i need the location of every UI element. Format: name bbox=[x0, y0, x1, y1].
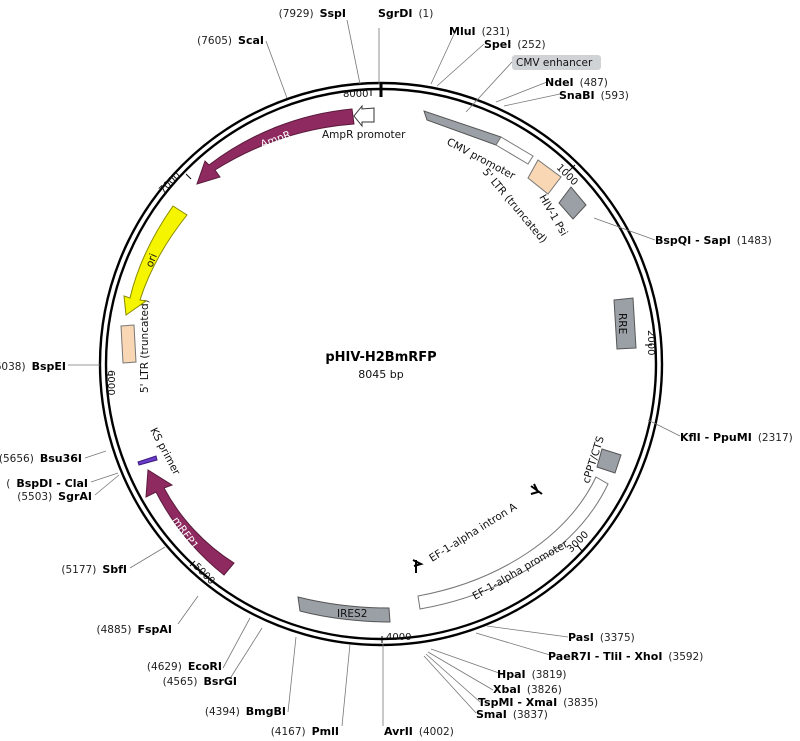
site-bspdi-clai[interactable]: (BspDI - ClaI bbox=[6, 477, 88, 490]
feature-cmv-enhancer[interactable] bbox=[423, 110, 502, 146]
tick-label: 6000 bbox=[105, 370, 116, 395]
site-bspqi-sapi[interactable]: BspQI - SapI (1483) bbox=[655, 234, 772, 247]
site-pasi[interactable]: PasI (3375) bbox=[568, 631, 635, 644]
feature-ks-primer[interactable] bbox=[137, 455, 158, 466]
site-tspmi-xmai[interactable]: TspMI - XmaI (3835) bbox=[478, 696, 598, 709]
feature-cppt-cts[interactable] bbox=[596, 448, 622, 474]
site-sgrai[interactable]: (5503) SgrAI bbox=[17, 490, 92, 503]
center-blank-area bbox=[303, 392, 427, 416]
leader-line bbox=[465, 61, 513, 113]
feature-label-rre: RRE bbox=[616, 313, 628, 334]
feature-label-ks-primer: KS primer bbox=[147, 426, 182, 478]
feature-cmv-promoter[interactable] bbox=[495, 136, 534, 165]
feature-5ltr-truncated-left[interactable] bbox=[120, 324, 137, 364]
tick-label: 7000 bbox=[157, 170, 183, 196]
feature-label-bg-cmv-enhancer bbox=[512, 55, 601, 70]
site-scai[interactable]: (7605) ScaI bbox=[197, 34, 264, 47]
tick-7000: 7000 bbox=[157, 170, 192, 196]
site-sspi[interactable]: (7929) SspI bbox=[279, 7, 346, 20]
site-bmgbi[interactable]: (4394) BmgBI bbox=[205, 705, 286, 718]
feature-label-5ltr-truncated-left: 5' LTR (truncated) bbox=[139, 299, 151, 393]
site-mlui[interactable]: MluI (231) bbox=[449, 25, 510, 38]
site-paer7i-tlii-xhoi[interactable]: PaeR7I - TliI - XhoI (3592) bbox=[548, 650, 703, 663]
site-fspai[interactable]: (4885) FspAI bbox=[97, 623, 172, 636]
site-pmli[interactable]: (4167) PmlI bbox=[271, 725, 339, 738]
feature-label-ef1a-promoter: EF-1-alpha promoter bbox=[471, 538, 571, 603]
site-avrii[interactable]: AvrII (4002) bbox=[384, 725, 454, 738]
feature-label-ef1a-intron-a: EF-1-alpha intron A bbox=[427, 501, 519, 565]
plasmid-name: pHIV-H2BmRFP bbox=[325, 350, 436, 365]
feature-ef1a-intron-a-start[interactable] bbox=[412, 559, 424, 573]
feature-ires2[interactable] bbox=[297, 596, 391, 623]
site-sbfi[interactable]: (5177) SbfI bbox=[61, 563, 127, 576]
feature-ampr[interactable] bbox=[196, 108, 355, 185]
site-bsrgi[interactable]: (4565) BsrGI bbox=[163, 675, 237, 688]
feature-hiv1-psi[interactable] bbox=[558, 186, 587, 220]
tick-label: 4000 bbox=[386, 632, 411, 643]
tick-8000: 8000 bbox=[343, 89, 372, 100]
site-hpai[interactable]: HpaI (3819) bbox=[497, 668, 567, 681]
feature-label-ires2: IRES2 bbox=[337, 608, 367, 620]
feature-label-ori: ori bbox=[144, 252, 160, 269]
feature-rre[interactable] bbox=[613, 297, 637, 350]
site-xbai[interactable]: XbaI (3826) bbox=[493, 683, 562, 696]
feature-ampr-promoter[interactable] bbox=[353, 104, 375, 128]
tick-label: 2000 bbox=[645, 330, 656, 355]
feature-ef1a-promoter[interactable] bbox=[417, 476, 609, 610]
feature-label-ampr-promoter: AmpR promoter bbox=[322, 129, 406, 141]
feature-mrfp1[interactable] bbox=[145, 469, 235, 576]
tick-4000: 4000 bbox=[381, 632, 411, 643]
feature-label-cmv-enhancer: CMV enhancer bbox=[516, 57, 593, 69]
site-smai[interactable]: SmaI (3837) bbox=[476, 708, 548, 721]
feature-5ltr-truncated[interactable] bbox=[527, 159, 562, 195]
site-sgrdi[interactable]: SgrDI (1) bbox=[378, 7, 433, 20]
site-ndei[interactable]: NdeI (487) bbox=[545, 76, 608, 89]
site-ecori[interactable]: (4629) EcoRI bbox=[147, 660, 222, 673]
backbone-outer-ring bbox=[98, 81, 664, 647]
tick-label: 8000 bbox=[343, 89, 368, 100]
site-bspei[interactable]: (6038)BspEI bbox=[0, 360, 66, 373]
feature-ef1a-intron-a-end[interactable] bbox=[530, 483, 543, 495]
site-kfli-ppumi[interactable]: KflI - PpuMI (2317) bbox=[680, 431, 793, 444]
tick-6000: 6000 bbox=[105, 370, 116, 395]
site-spei[interactable]: SpeI (252) bbox=[484, 38, 546, 51]
plasmid-size: 8045 bp bbox=[358, 368, 403, 381]
site-bsu36i[interactable]: (5656) Bsu36I bbox=[0, 452, 82, 465]
tick-2000: 2000 bbox=[645, 330, 656, 355]
site-snabi[interactable]: SnaBI (593) bbox=[559, 89, 629, 102]
site-leader-lines bbox=[68, 19, 681, 727]
feature-ori[interactable] bbox=[123, 205, 188, 316]
